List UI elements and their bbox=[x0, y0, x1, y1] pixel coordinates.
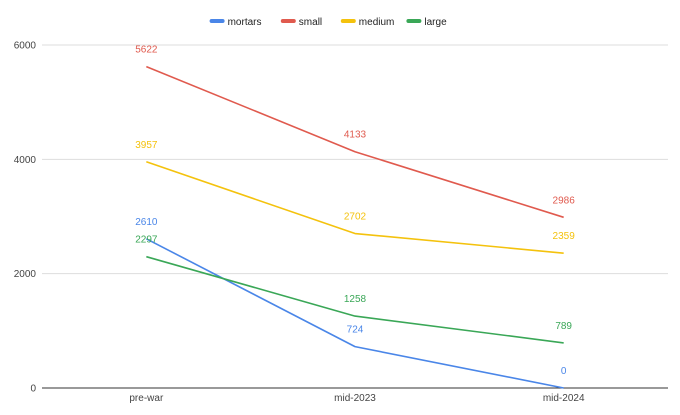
data-label-large: 1258 bbox=[344, 294, 367, 305]
series-lines bbox=[145, 65, 564, 389]
y-tick-label: 6000 bbox=[14, 41, 37, 52]
data-label-large: 2297 bbox=[135, 235, 158, 246]
data-label-medium: 3957 bbox=[135, 140, 158, 151]
data-label-small: 5622 bbox=[135, 45, 158, 56]
series-line-small bbox=[146, 65, 564, 219]
legend-label-medium: medium bbox=[359, 17, 395, 28]
data-label-mortars: 2610 bbox=[135, 217, 158, 228]
legend: mortars small medium large bbox=[209, 17, 447, 28]
series-line-mortars bbox=[145, 238, 564, 389]
data-label-medium: 2359 bbox=[553, 231, 576, 242]
data-label-large: 789 bbox=[555, 321, 572, 332]
y-tick-label: 4000 bbox=[14, 155, 37, 166]
data-label-small: 2986 bbox=[553, 195, 576, 206]
data-label-mortars: 724 bbox=[347, 325, 364, 336]
y-tick-label: 0 bbox=[30, 384, 36, 395]
data-label-small: 4133 bbox=[344, 130, 367, 141]
x-tick-label: mid-2023 bbox=[334, 393, 376, 404]
x-tick-label: pre-war bbox=[129, 393, 164, 404]
legend-label-large: large bbox=[424, 17, 447, 28]
y-axis: 0 2000 4000 6000 bbox=[14, 41, 37, 395]
x-axis: pre-war mid-2023 mid-2024 bbox=[129, 393, 585, 404]
y-tick-label: 2000 bbox=[14, 269, 37, 280]
data-label-mortars: 0 bbox=[561, 366, 567, 377]
series-line-large bbox=[146, 255, 564, 344]
data-labels: 2610 724 0 5622 4133 2986 3957 2702 2359 2297 1258… bbox=[135, 45, 575, 377]
legend-label-small: small bbox=[299, 17, 322, 28]
x-tick-label: mid-2024 bbox=[543, 393, 585, 404]
legend-label-mortars: mortars bbox=[228, 17, 262, 28]
data-label-medium: 2702 bbox=[344, 212, 367, 223]
series-line-medium bbox=[146, 161, 564, 254]
